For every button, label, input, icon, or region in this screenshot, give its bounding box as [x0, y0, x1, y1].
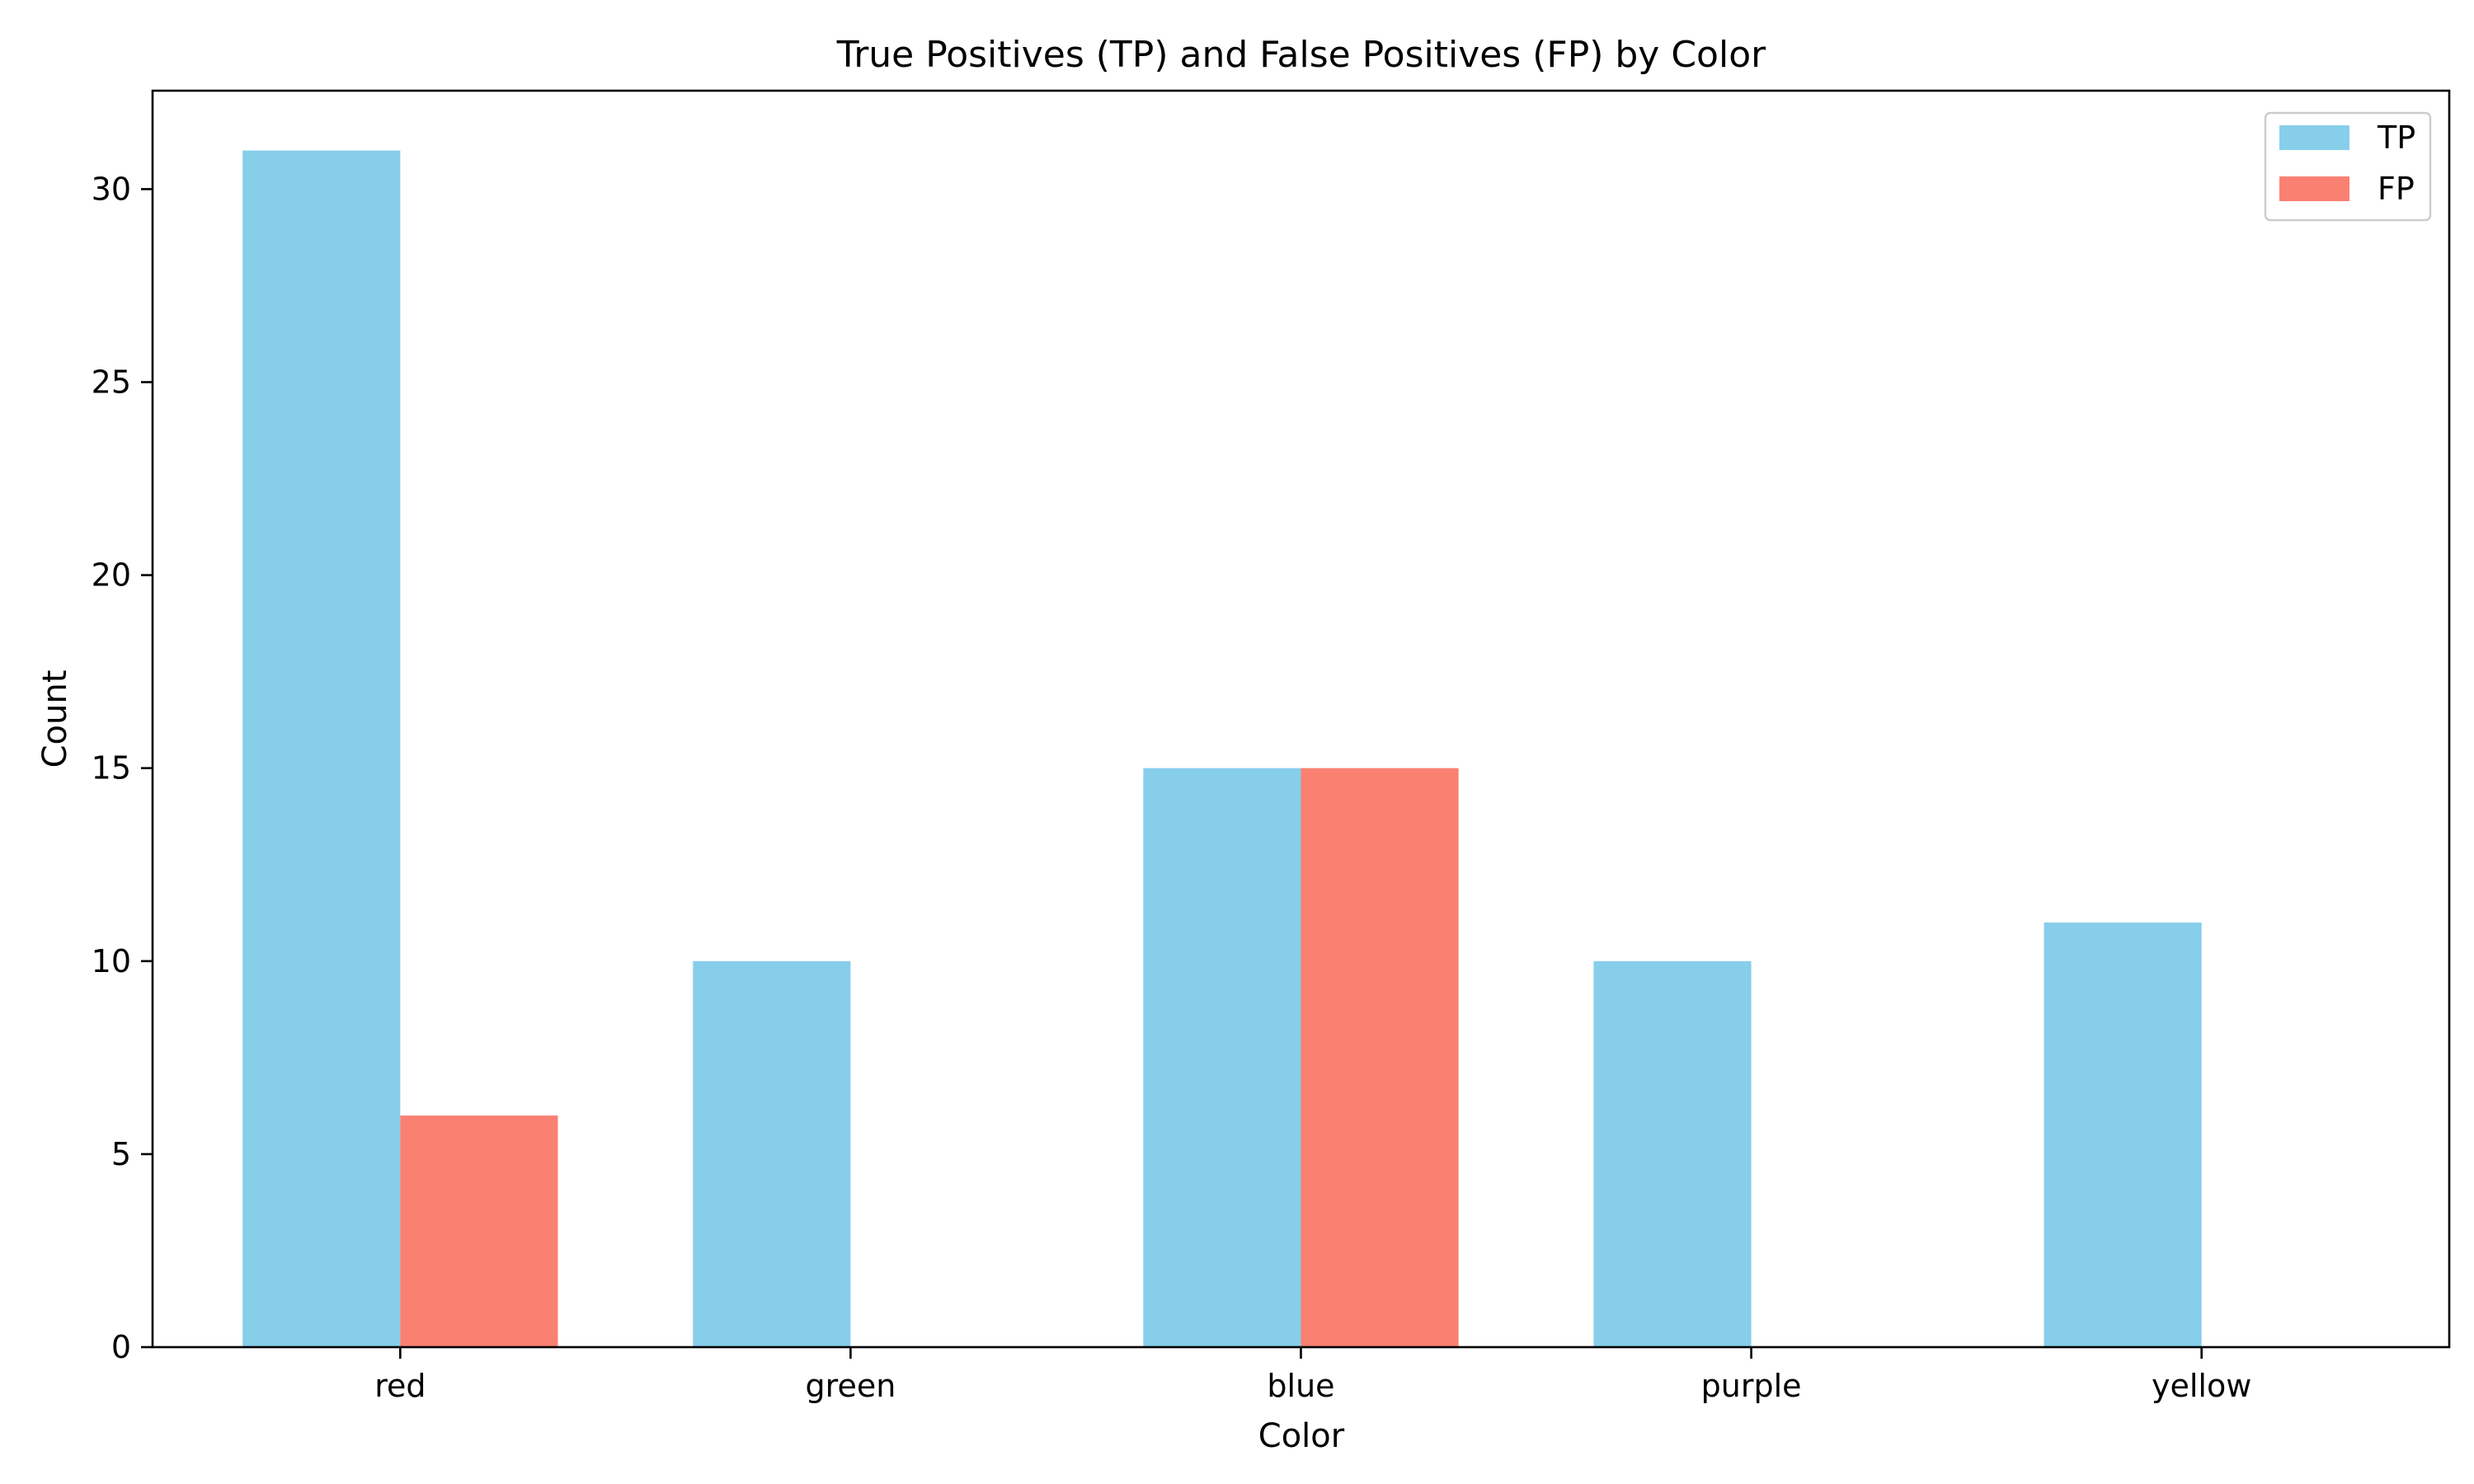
y-tick-label: 10 — [92, 943, 131, 979]
bar-tp-red — [242, 150, 401, 1348]
y-tick-label: 25 — [92, 364, 131, 400]
x-tick-label: purple — [1701, 1368, 1802, 1404]
bar-tp-yellow — [2044, 922, 2202, 1347]
x-axis-label: Color — [1258, 1417, 1345, 1455]
bar-tp-green — [693, 960, 851, 1347]
bar-fp-red — [400, 1115, 558, 1347]
chart-title: True Positives (TP) and False Positives … — [836, 34, 1766, 76]
bar-tp-blue — [1143, 768, 1301, 1347]
bar-fp-blue — [1300, 768, 1459, 1347]
legend: TP FP — [2264, 111, 2432, 222]
y-tick-label: 15 — [92, 750, 131, 787]
legend-label-fp: FP — [2378, 171, 2415, 207]
x-tick-label: yellow — [2152, 1368, 2251, 1404]
bar-tp-purple — [1593, 960, 1752, 1347]
x-tick-label: red — [374, 1368, 426, 1404]
ticks-layer: red green blue purple yellow 0 5 10 15 20 25 30 — [92, 171, 2252, 1404]
plot-area-frame — [151, 89, 2451, 1349]
y-tick-label: 20 — [92, 557, 131, 594]
legend-swatch-tp — [2279, 125, 2349, 150]
x-tick-label: blue — [1267, 1368, 1334, 1404]
y-axis-label: Count — [36, 670, 74, 768]
y-tick-label: 30 — [92, 171, 131, 207]
legend-swatch-fp — [2279, 176, 2349, 201]
x-tick-label: green — [806, 1368, 896, 1404]
y-tick-label: 0 — [111, 1329, 131, 1365]
y-tick-label: 5 — [111, 1136, 131, 1172]
bars-layer — [242, 150, 2202, 1348]
legend-label-tp: TP — [2377, 120, 2415, 156]
